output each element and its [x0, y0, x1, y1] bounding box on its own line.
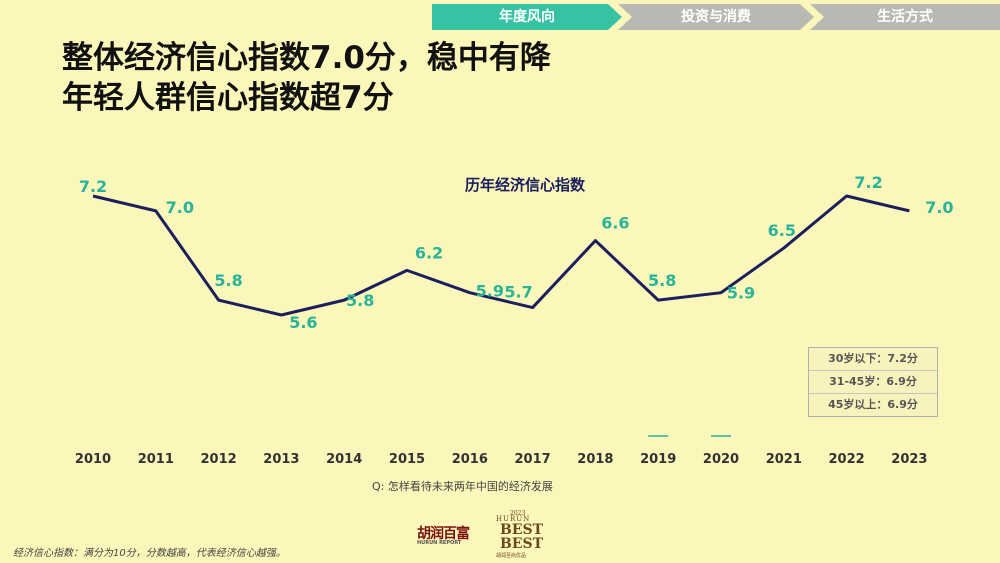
age-row-over-45: 45岁以上：6.9分	[828, 398, 918, 411]
x-tick-label: 2022	[829, 452, 865, 467]
best-logo-brand: HURUN	[496, 515, 531, 523]
hurun-logo-text: 胡润百富	[417, 526, 470, 542]
age-row-under-30: 30岁以下：7.2分	[809, 348, 937, 371]
chart-title: 历年经济信心指数	[465, 176, 586, 194]
hurun-logo-subtext: HURUN REPORT	[417, 540, 462, 546]
data-label: 6.2	[415, 243, 443, 262]
tab-label: 年度风向	[499, 9, 555, 25]
page-title-line-2: 年轻人群信心指数超7分	[62, 80, 394, 116]
best-logo-subtext: 胡润至尚优品	[496, 553, 527, 559]
data-label: 5.7	[504, 283, 532, 302]
tab-label: 投资与消费	[681, 9, 751, 25]
data-label: 7.2	[79, 177, 107, 196]
best-logo-year: 2023	[510, 510, 526, 517]
data-label: 5.8	[346, 291, 374, 310]
x-tick-label: 2020	[703, 452, 739, 467]
tab-investment-consumption[interactable]: 投资与消费	[618, 4, 814, 30]
best-of-best-logo: 2023 HURUN BEST BEST 胡润至尚优品	[486, 510, 544, 559]
page-title: 整体经济信心指数7.0分，稳中有降 年轻人群信心指数超7分	[62, 38, 551, 118]
data-label: 5.9	[727, 284, 755, 303]
age-row-31-45: 31-45岁：6.9分	[809, 371, 937, 394]
best-logo-word-2: BEST	[500, 536, 544, 552]
data-label: 6.5	[768, 221, 796, 240]
survey-question: Q: 怎样看待未来两年中国的经济发展	[372, 480, 553, 493]
x-tick-label: 2013	[263, 452, 299, 467]
x-tick-label: 2012	[201, 452, 237, 467]
tab-annual-trends[interactable]: 年度风向	[432, 4, 622, 30]
x-tick-label: 2016	[452, 452, 488, 467]
data-label: 7.0	[166, 198, 194, 217]
section-tabs: 年度风向 投资与消费 生活方式	[432, 4, 1000, 30]
x-tick-label: 2021	[766, 452, 802, 467]
data-label: 5.8	[214, 271, 242, 290]
x-tick-label: 2015	[389, 452, 425, 467]
x-tick-label: 2019	[640, 452, 676, 467]
best-logo-word-1: BEST	[500, 522, 544, 538]
data-label: 7.2	[854, 173, 882, 192]
age-group-breakdown-box: 30岁以下：7.2分 31-45岁：6.9分 45岁以上：6.9分	[808, 347, 938, 417]
x-tick-label: 2014	[326, 452, 362, 467]
page-title-line-1: 整体经济信心指数7.0分，稳中有降	[62, 40, 551, 76]
x-tick-label: 2010	[75, 452, 111, 467]
x-tick-label: 2017	[515, 452, 551, 467]
x-tick-label: 2023	[891, 452, 927, 467]
data-label: 5.6	[289, 313, 317, 332]
tab-lifestyle[interactable]: 生活方式	[810, 4, 1000, 30]
footnote: 经济信心指数：满分为10分，分数越高，代表经济信心越强。	[13, 548, 286, 559]
chart-marks: 7.27.05.85.65.86.25.9 5.76.65.85.96.57.27…	[75, 173, 954, 467]
x-tick-label: 2018	[577, 452, 613, 467]
data-label: 5.8	[648, 271, 676, 290]
hurun-logo: 胡润百富 HURUN REPORT	[417, 523, 477, 546]
series-line	[92, 194, 910, 317]
tab-label: 生活方式	[877, 9, 933, 25]
data-label: 7.0	[925, 198, 953, 217]
data-label: 6.6	[601, 214, 629, 233]
data-label: 5.9	[476, 282, 504, 301]
x-tick-label: 2011	[138, 452, 174, 467]
